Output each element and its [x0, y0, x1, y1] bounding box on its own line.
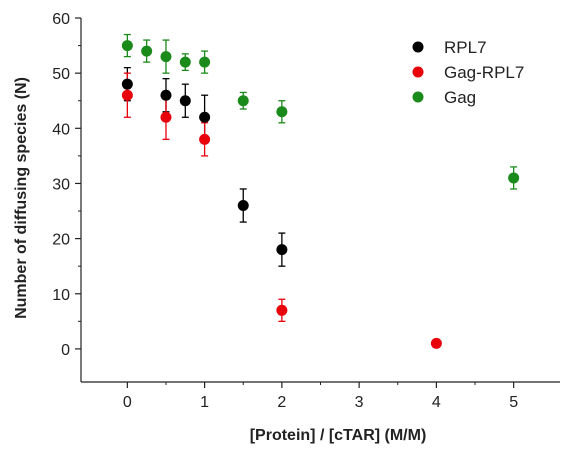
data-point-rpl7: [160, 89, 172, 101]
legend-marker-gag-rpl7: [412, 66, 424, 78]
x-tick-label: 0: [123, 394, 132, 411]
x-tick-label: 3: [355, 394, 364, 411]
legend-label-gag: Gag: [444, 88, 476, 107]
y-tick-label: 20: [52, 232, 70, 249]
y-tick-label: 60: [52, 11, 70, 28]
y-tick-label: 30: [52, 176, 70, 193]
data-point-gag-rpl7: [430, 337, 442, 349]
data-point-gag-rpl7: [276, 304, 288, 316]
data-point-gag: [237, 95, 249, 107]
y-tick-label: 50: [52, 66, 70, 83]
data-point-rpl7: [237, 200, 249, 212]
data-point-gag: [508, 172, 520, 184]
data-point-gag-rpl7: [160, 111, 172, 123]
legend: RPL7 Gag-RPL7 Gag: [412, 38, 524, 107]
data-point-gag: [141, 45, 153, 57]
y-tick-label: 0: [61, 342, 70, 359]
data-point-gag: [179, 56, 191, 68]
legend-label-rpl7: RPL7: [444, 38, 487, 57]
y-tick-label: 10: [52, 287, 70, 304]
data-point-gag-rpl7: [199, 133, 211, 145]
data-point-rpl7: [179, 95, 191, 107]
x-tick-label: 1: [200, 394, 209, 411]
data-point-gag: [199, 56, 211, 68]
data-points: [121, 40, 520, 349]
data-point-rpl7: [121, 78, 133, 90]
x-axis-title: [Protein] / [cTAR] (M/M): [250, 427, 427, 444]
legend-label-gag-rpl7: Gag-RPL7: [444, 63, 524, 82]
x-tick-label: 2: [277, 394, 286, 411]
data-point-gag: [276, 106, 288, 118]
x-tick-label: 5: [509, 394, 518, 411]
data-point-gag-rpl7: [121, 89, 133, 101]
legend-marker-rpl7: [412, 41, 424, 53]
y-axis-title: Number of diffusing species (N): [13, 77, 30, 319]
data-point-rpl7: [276, 244, 288, 256]
data-point-gag: [121, 40, 133, 52]
legend-marker-gag: [412, 91, 424, 103]
data-point-gag: [160, 51, 172, 63]
data-point-rpl7: [199, 111, 211, 123]
y-tick-label: 40: [52, 121, 70, 138]
x-tick-label: 4: [432, 394, 441, 411]
